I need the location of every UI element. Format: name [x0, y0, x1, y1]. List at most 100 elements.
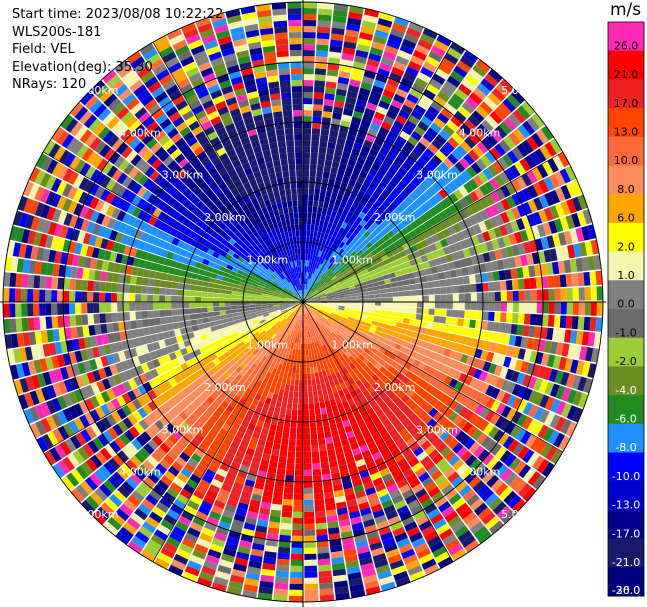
- range-gate: [531, 113, 545, 128]
- range-gate: [391, 248, 399, 256]
- range-gate: [377, 195, 386, 204]
- range-gate: [377, 276, 384, 282]
- range-gate: [363, 222, 371, 231]
- range-gate: [434, 257, 442, 266]
- range-gate: [414, 207, 424, 217]
- range-gate: [391, 161, 401, 171]
- range-gate: [460, 140, 472, 153]
- range-gate: [422, 295, 429, 302]
- range-gate: [424, 267, 432, 276]
- range-gate: [475, 105, 489, 119]
- range-gate: [468, 132, 481, 145]
- range-gate: [500, 247, 509, 259]
- range-gate: [312, 236, 317, 244]
- range-gate: [522, 266, 530, 278]
- range-gate: [364, 8, 380, 18]
- range-gate: [359, 227, 367, 235]
- range-gate: [329, 45, 342, 53]
- range-gate: [359, 235, 367, 243]
- range-gate: [521, 139, 534, 154]
- range-gate: [479, 242, 489, 253]
- range-gate: [314, 74, 326, 82]
- range-gate: [546, 235, 556, 249]
- range-gate: [319, 189, 327, 197]
- range-gate: [347, 257, 355, 264]
- range-gate: [369, 122, 381, 132]
- range-gate: [343, 261, 350, 268]
- range-gate: [325, 81, 337, 89]
- range-gate: [313, 293, 320, 298]
- range-gate: [304, 260, 308, 267]
- range-gate: [366, 252, 374, 260]
- range-gate: [593, 255, 602, 270]
- range-gate: [325, 277, 331, 283]
- range-gate: [338, 293, 345, 297]
- range-gate: [303, 14, 317, 21]
- range-gate: [364, 108, 376, 117]
- range-gate: [318, 257, 323, 264]
- range-gate: [320, 251, 325, 258]
- range-gate: [365, 134, 376, 143]
- range-gate: [303, 182, 309, 189]
- range-gate: [327, 248, 333, 256]
- range-gate: [313, 92, 324, 99]
- range-gate: [303, 134, 311, 141]
- range-gate: [312, 122, 321, 129]
- range-gate: [468, 69, 484, 82]
- range-gate: [324, 215, 331, 222]
- range-gate: [443, 218, 453, 228]
- range-gate: [477, 171, 489, 184]
- range-gate: [314, 297, 321, 300]
- range-gate: [307, 294, 313, 299]
- range-gate: [508, 233, 518, 245]
- range-gate: [341, 176, 350, 185]
- range-gate: [558, 232, 567, 246]
- range-gate: [304, 290, 308, 297]
- range-gate: [303, 8, 317, 15]
- range-gate: [392, 297, 399, 302]
- range-gate: [448, 204, 459, 215]
- range-gate: [305, 248, 309, 255]
- range-gate: [314, 298, 321, 301]
- range-gate: [357, 275, 365, 281]
- range-gate: [482, 252, 491, 263]
- range-gate: [440, 294, 447, 302]
- range-gate: [343, 190, 352, 198]
- range-gate: [332, 294, 339, 298]
- range-gate: [352, 221, 359, 229]
- range-gate: [327, 270, 333, 277]
- range-gate: [341, 243, 348, 251]
- range-gate: [549, 138, 562, 154]
- range-gate: [340, 120, 351, 128]
- range-gate: [345, 96, 357, 105]
- range-gate: [304, 290, 307, 297]
- range-gate: [395, 195, 405, 204]
- range-gate: [399, 130, 410, 141]
- range-gate: [321, 226, 327, 234]
- range-gate: [470, 283, 477, 293]
- range-gate: [313, 275, 318, 282]
- range-gate: [516, 204, 527, 217]
- range-gate: [348, 218, 355, 227]
- range-gate: [398, 296, 405, 302]
- range-gate: [368, 294, 375, 299]
- range-gate: [303, 92, 313, 99]
- range-gate: [337, 291, 344, 295]
- range-gate: [323, 233, 329, 241]
- range-gate: [343, 272, 350, 278]
- range-gate: [402, 125, 414, 136]
- range-gate: [565, 214, 575, 230]
- range-gate: [331, 290, 338, 295]
- range-gate: [307, 294, 313, 299]
- range-gate: [312, 261, 316, 268]
- range-gate: [375, 271, 383, 278]
- range-gate: [355, 286, 362, 291]
- range-gate: [357, 93, 369, 102]
- range-gate: [346, 197, 355, 206]
- range-gate: [384, 185, 393, 195]
- range-gate: [398, 82, 411, 93]
- range-gate: [458, 220, 468, 231]
- range-gate: [438, 210, 449, 221]
- range-gate: [505, 209, 516, 222]
- range-gate: [371, 221, 379, 230]
